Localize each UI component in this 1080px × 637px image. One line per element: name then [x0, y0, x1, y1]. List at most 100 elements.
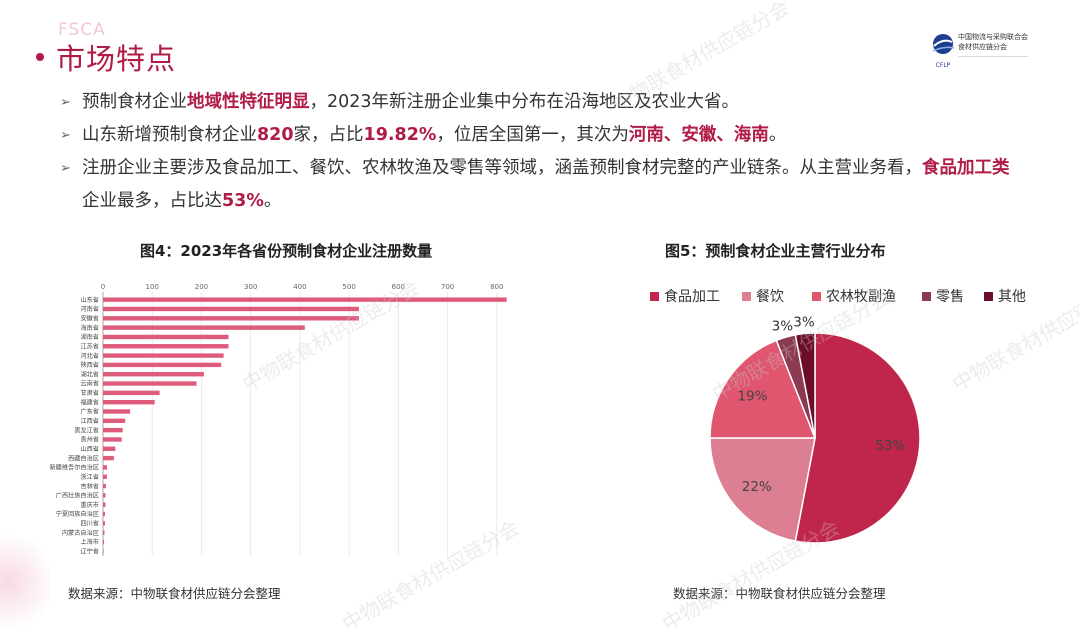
y-category-label: 江苏省: [80, 342, 99, 350]
x-tick-label: 100: [146, 283, 159, 291]
bar: [103, 316, 359, 321]
legend-swatch: [742, 292, 751, 301]
legend-label: 农林牧副渔: [826, 289, 896, 305]
bar: [103, 372, 204, 377]
y-category-label: 浙江省: [80, 473, 99, 481]
pie-slice: [794, 332, 921, 544]
y-category-label: 江西省: [80, 417, 99, 425]
bar: [103, 390, 160, 396]
logo-line-2: 食材供应链分会: [958, 43, 1007, 51]
pie-value-label: 53%: [875, 438, 905, 454]
x-tick-label: 0: [101, 283, 105, 291]
pie-slice: [709, 437, 816, 543]
bullet-text: 。: [768, 125, 787, 145]
x-tick-label: 400: [293, 283, 306, 291]
y-category-label: 广东省: [80, 408, 99, 416]
bullet-text: 预制食材企业: [82, 92, 187, 112]
bar: [103, 381, 197, 386]
bar: [103, 353, 224, 358]
logo-line-3: ——————————————: [958, 54, 1028, 60]
y-category-label: 黑龙江省: [74, 426, 99, 434]
y-category-label: 安徽省: [80, 315, 99, 323]
legend-swatch: [922, 292, 931, 301]
globe-logo-icon: CFLP: [930, 32, 956, 69]
pie-value-label: 3%: [793, 315, 815, 331]
y-category-label: 吉林省: [80, 482, 99, 490]
bullet-text: 山东新增预制食材企业: [82, 125, 257, 145]
bar: [103, 344, 229, 349]
y-category-label: 宁夏回族自治区: [56, 510, 99, 518]
y-category-label: 重庆市: [80, 501, 99, 509]
y-category-label: 内蒙古自治区: [62, 529, 99, 537]
bar-chart: 0 100 200 300 400 500 600 700 800 山东省河南省安徽省海南省湖南省…: [50, 283, 507, 556]
bar: [103, 409, 131, 414]
bar: [103, 474, 107, 479]
bar: [103, 362, 222, 368]
logo-line-1: 中国物流与采购联合会: [958, 33, 1028, 41]
bar: [103, 493, 106, 498]
bar: [103, 530, 105, 535]
highlight-text: 地域性特征明显: [187, 92, 310, 112]
x-tick-label: 800: [490, 283, 503, 291]
y-category-label: 福建省: [80, 398, 99, 406]
y-category-label: 山东省: [80, 296, 99, 304]
bar: [103, 549, 104, 554]
bar: [103, 399, 155, 405]
bar: [103, 483, 106, 489]
pie-chart: 53% 22% 19% 3% 3% 食品加工 餐饮 农林牧副渔 零售 其他: [650, 288, 1026, 544]
highlight-text: 820: [257, 125, 294, 145]
y-category-label: 山西省: [80, 445, 99, 453]
y-category-label: 甘肃省: [80, 389, 99, 397]
bullet-text: 。: [263, 191, 282, 211]
bullet-text: ，2023年新注册企业集中分布在沿海地区及农业大省。: [309, 92, 740, 112]
bullet-item: ➢ 注册企业主要涉及食品加工、餐饮、农林牧渔及零售等领域，涵盖预制食材完整的产业链…: [60, 152, 1020, 218]
y-category-label: 湖南省: [80, 333, 99, 341]
pie-chart-source: 数据来源：中物联食材供应链分会整理: [673, 586, 886, 601]
y-category-label: 四川省: [80, 520, 99, 528]
pie-value-label: 3%: [772, 319, 794, 335]
bar: [103, 306, 359, 312]
bar: [103, 539, 104, 545]
bar: [103, 502, 106, 507]
bar: [103, 465, 107, 470]
highlight-text: 53%: [222, 191, 264, 211]
bar: [103, 427, 123, 433]
bar: [103, 511, 105, 517]
pie-chart-title: 图5：预制食材企业主营行业分布: [665, 242, 886, 260]
bar: [103, 334, 229, 340]
highlight-text: 19.82%: [363, 125, 437, 145]
bar: [103, 446, 116, 451]
x-tick-label: 200: [195, 283, 208, 291]
legend-label: 零售: [936, 289, 964, 305]
y-category-label: 贵州省: [80, 436, 99, 444]
y-category-label: 河南省: [80, 305, 99, 313]
organization-logo: CFLP 中国物流与采购联合会 食材供应链分会 ——————————————: [930, 32, 1028, 69]
y-category-label: 辽宁省: [80, 548, 99, 556]
legend-swatch: [650, 292, 659, 301]
bar: [103, 521, 105, 526]
faint-logo-text: FSCA: [58, 20, 106, 40]
bar: [103, 297, 507, 302]
logo-abbr: CFLP: [935, 62, 951, 69]
y-category-label: 河北省: [80, 352, 99, 360]
x-tick-label: 500: [342, 283, 355, 291]
y-category-label: 广西壮族自治区: [56, 492, 99, 500]
y-category-label: 新疆维吾尔自治区: [50, 464, 100, 472]
bullet-arrow-icon: ➢: [60, 95, 71, 110]
bullet-text: ，位居全国第一，其次为: [436, 125, 629, 145]
bar: [103, 325, 305, 330]
pie-slice: [794, 332, 816, 439]
y-category-label: 西藏自治区: [68, 454, 99, 462]
bullet-text: 注册企业主要涉及食品加工、餐饮、农林牧渔及零售等领域，涵盖预制食材完整的产业链条…: [82, 158, 922, 178]
bullet-arrow-icon: ➢: [60, 128, 71, 143]
bullet-text: 企业最多，占比达: [82, 191, 222, 211]
slide-title: 市场特点: [56, 42, 177, 76]
x-tick-label: 600: [392, 283, 405, 291]
bar: [103, 455, 114, 461]
y-category-label: 上海市: [80, 538, 99, 546]
pie-slice: [709, 339, 817, 439]
y-category-label: 云南省: [80, 380, 99, 388]
y-category-label: 海南省: [80, 324, 99, 332]
bar-chart-title: 图4：2023年各省份预制食材企业注册数量: [140, 242, 433, 260]
highlight-text: 食品加工类: [922, 158, 1010, 178]
